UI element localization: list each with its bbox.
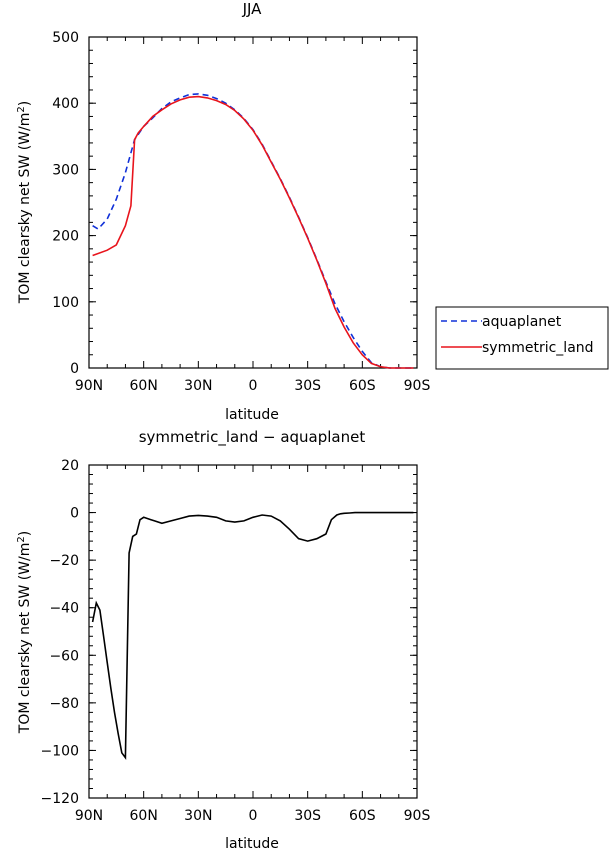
top-x-tick-label: 30N	[184, 378, 212, 394]
top-series-lines	[92, 93, 414, 369]
bottom-x-axis-label: latitude	[225, 836, 279, 851]
bottom-y-tick-label: −40	[49, 601, 79, 617]
top-x-tick-label: 30S	[294, 378, 321, 394]
top-panel: JJA 90N 60N 30N 0 30S 60S 90S0100200300400500 …	[16, 0, 609, 423]
top-x-tick-label: 60N	[130, 378, 158, 394]
top-x-tick-label: 0	[249, 378, 258, 394]
top-x-tick-label: 60S	[349, 378, 376, 394]
top-x-axis-label: latitude	[225, 407, 279, 423]
top-chart-title: JJA	[242, 0, 263, 18]
bottom-y-tick-label: −20	[49, 553, 79, 569]
bottom-x-tick-label: 30N	[184, 808, 212, 824]
top-axis-ticks: 90N 60N 30N 0 30S 60S 90S 0 100 200 300 400 500	[52, 30, 430, 394]
bottom-x-tick-label: 90N	[75, 808, 103, 824]
top-x-tick-label: 90N	[75, 378, 103, 394]
legend-box	[435, 306, 609, 370]
bottom-y-tick-label: −120	[41, 791, 79, 807]
top-x-tick-label: 90S	[404, 378, 431, 394]
bottom-y-tick-label: −60	[49, 648, 79, 664]
bottom-y-tick-label: −100	[41, 743, 79, 759]
top-y-tick-label: 100	[52, 295, 79, 311]
bottom-chart-title: symmetric_land − aquaplanet	[139, 428, 366, 447]
bottom-panel: symmetric_land − aquaplanet 90N 60N 30N 0 30…	[16, 428, 430, 851]
bottom-plot-frame	[88, 464, 418, 799]
top-y-tick-label: 500	[52, 30, 79, 46]
bottom-y-tick-label: 0	[70, 506, 79, 522]
bottom-y-tick-label: 20	[61, 458, 79, 474]
legend-entry-symmetric-land: symmetric_land	[482, 340, 594, 356]
bottom-x-tick-label: 0	[249, 808, 258, 824]
bottom-x-tick-label: 90S	[404, 808, 431, 824]
top-y-tick-label: 200	[52, 229, 79, 245]
bottom-x-tick-label: 60N	[130, 808, 158, 824]
bottom-series-difference-line	[91, 511, 414, 760]
bottom-y-axis-label: TOM clearsky net SW (W/m2)	[16, 531, 33, 734]
bottom-x-tick-label: 60S	[349, 808, 376, 824]
legend-entry-aquaplanet: aquaplanet	[482, 314, 562, 330]
bottom-y-tick-label: −80	[49, 696, 79, 712]
bottom-x-tick-label: 30S	[294, 808, 321, 824]
bottom-axis-ticks: 90N 60N 30N 0 30S 60S 90S −120 −100 −80 −60 −40 −20 0…	[41, 458, 431, 824]
legend: aquaplanet symmetric_land	[435, 306, 609, 370]
top-y-tick-label: 0	[70, 361, 79, 377]
top-plot-frame	[88, 36, 418, 369]
top-y-axis-label: TOM clearsky net SW (W/m2)	[16, 101, 33, 304]
top-y-tick-label: 300	[52, 162, 79, 178]
top-y-tick-label: 400	[52, 96, 79, 112]
bottom-series-lines	[91, 511, 414, 760]
top-series-aquaplanet-line	[92, 93, 414, 369]
top-series-symmetric-land-line	[92, 95, 414, 369]
